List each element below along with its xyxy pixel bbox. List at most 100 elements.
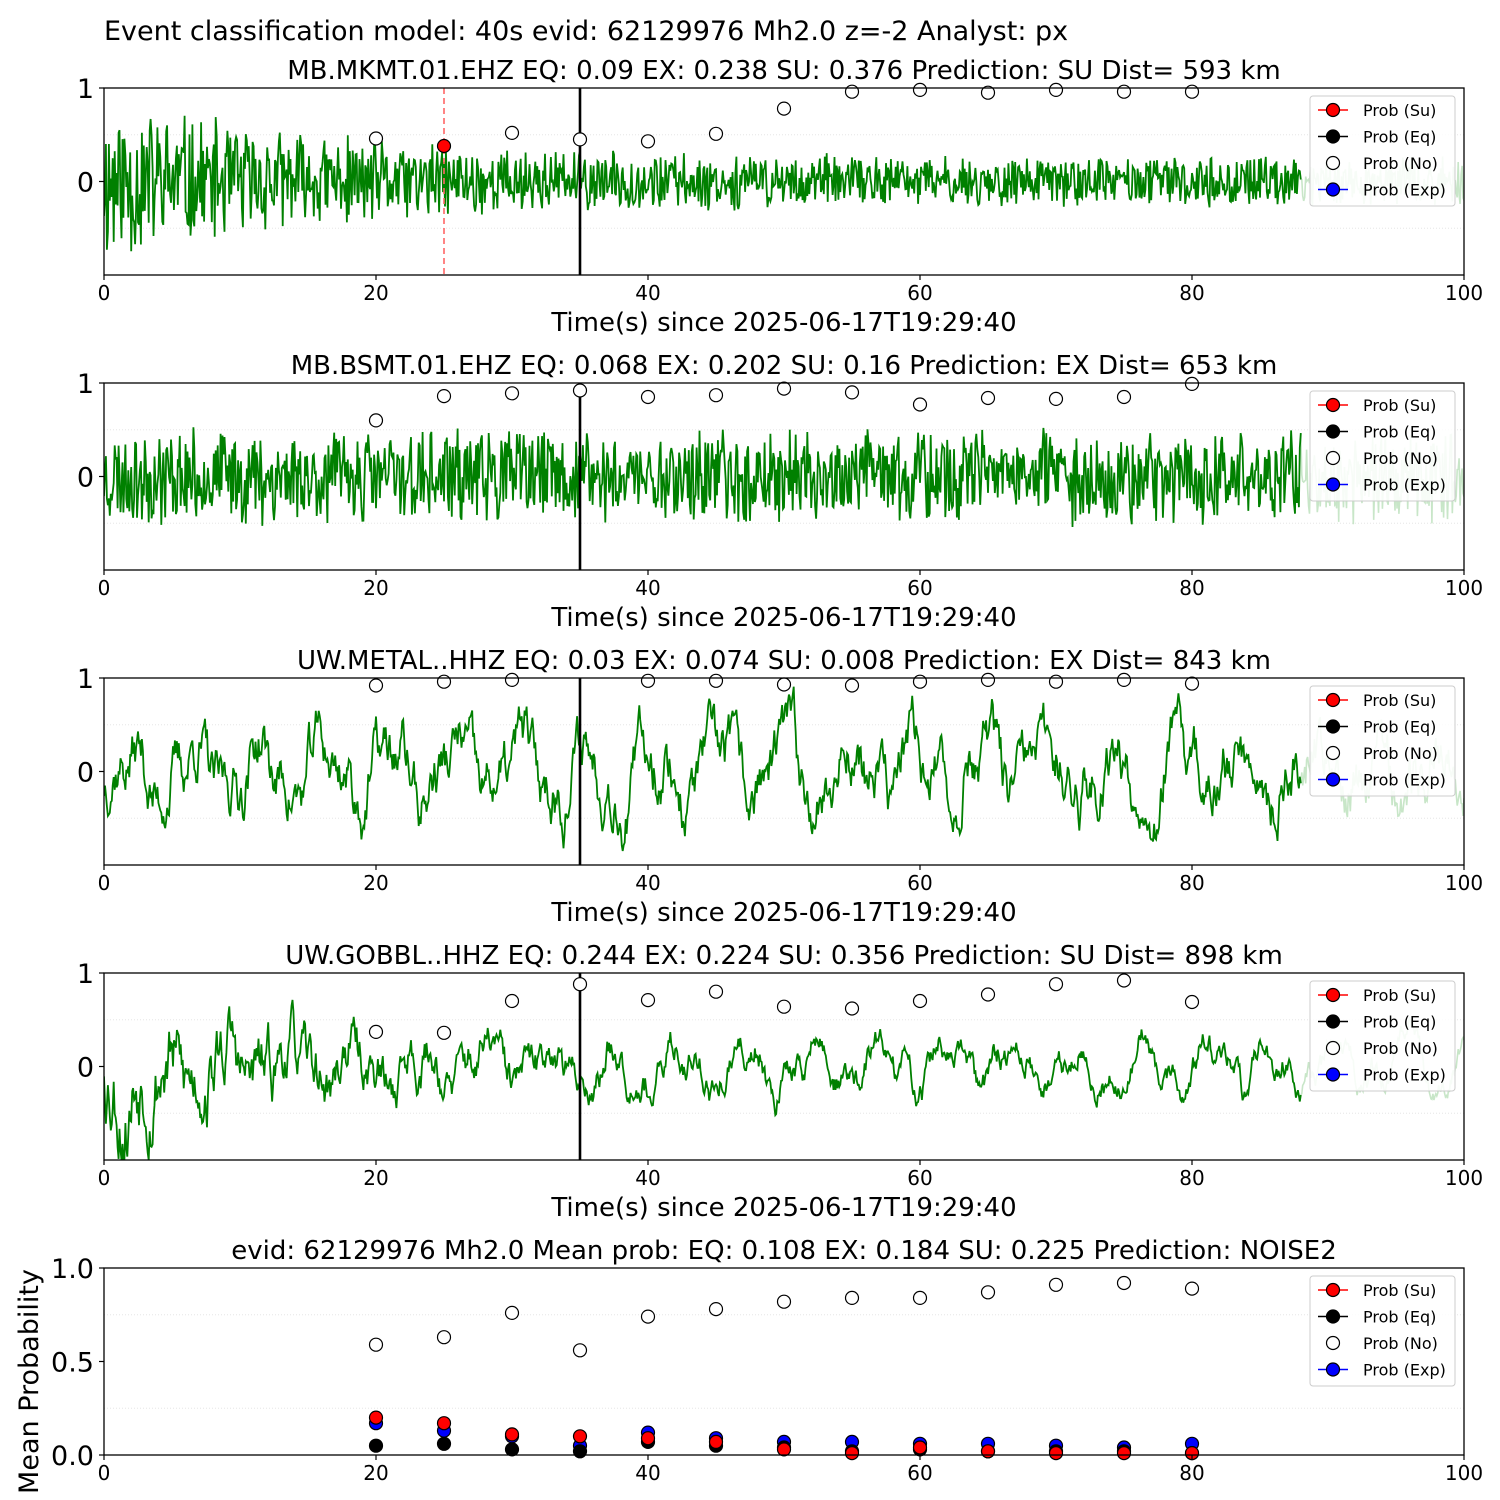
x-tick-label: 0 <box>98 1166 111 1190</box>
point-probno <box>1184 1281 1200 1296</box>
waveform <box>104 686 1302 852</box>
point-probno <box>640 992 656 1008</box>
panel-title: MB.MKMT.01.EHZ EQ: 0.09 EX: 0.238 SU: 0.… <box>287 56 1281 86</box>
point-probno <box>844 385 860 400</box>
point-probsu <box>436 1416 452 1431</box>
legend-label: Prob (Exp) <box>1363 1361 1446 1380</box>
x-tick-label: 80 <box>1179 1461 1204 1485</box>
point-probno <box>572 383 588 398</box>
point-probno <box>504 672 520 688</box>
x-axis-label: Time(s) since 2025-06-17T19:29:40 <box>550 1193 1016 1223</box>
point-probsu <box>776 1442 792 1457</box>
point-probno <box>776 677 792 692</box>
point-probno <box>776 1294 792 1309</box>
x-tick-label: 100 <box>1445 281 1483 305</box>
point-probno <box>504 125 520 140</box>
x-tick-label: 0 <box>98 281 111 305</box>
point-probno <box>368 1337 384 1352</box>
point-probeq <box>436 1436 452 1451</box>
point-probno <box>912 1290 928 1306</box>
panel-title: UW.METAL..HHZ EQ: 0.03 EX: 0.074 SU: 0.0… <box>297 646 1271 676</box>
point-probno <box>368 413 384 428</box>
y-tick-label: 0 <box>77 463 94 494</box>
x-axis-label: Time(s) since 2025-06-17T19:29:40 <box>550 898 1016 928</box>
legend-marker-probeq <box>1325 1014 1341 1029</box>
legend-marker-probexp <box>1325 1362 1341 1377</box>
legend: Prob (Su) Prob (Eq) Prob (No) Prob (Exp) <box>1309 980 1456 1092</box>
panel-title: UW.GOBBL..HHZ EQ: 0.244 EX: 0.224 SU: 0.… <box>285 941 1283 971</box>
legend-marker-probeq <box>1325 129 1341 144</box>
panel-4: UW.GOBBL..HHZ EQ: 0.244 EX: 0.224 SU: 0.… <box>77 941 1483 1223</box>
point-probsu <box>980 1444 996 1459</box>
legend-label: Prob (Eq) <box>1363 423 1436 442</box>
point-probno <box>1184 376 1200 391</box>
x-tick-label: 20 <box>363 576 388 600</box>
legend-label: Prob (Eq) <box>1363 718 1436 737</box>
x-tick-label: 40 <box>635 1461 660 1485</box>
x-tick-label: 60 <box>907 1461 932 1485</box>
x-tick-label: 40 <box>635 576 660 600</box>
plot-area <box>104 383 1464 570</box>
x-tick-label: 20 <box>363 1166 388 1190</box>
legend: Prob (Su) Prob (Eq) Prob (No) Prob (Exp) <box>1309 1275 1456 1387</box>
point-probno <box>844 1290 860 1306</box>
legend-label: Prob (Su) <box>1363 986 1436 1005</box>
legend-box <box>1309 390 1456 502</box>
point-probsu <box>368 1410 384 1425</box>
point-probsu <box>1116 1445 1132 1461</box>
x-tick-label: 20 <box>363 1461 388 1485</box>
legend-label: Prob (No) <box>1363 154 1438 173</box>
point-probno <box>436 389 452 404</box>
legend-marker-probexp <box>1325 1067 1341 1082</box>
legend-marker-probeq <box>1325 719 1341 734</box>
point-probno <box>980 987 996 1002</box>
point-probno <box>912 674 928 689</box>
point-probeq <box>368 1438 384 1453</box>
legend-marker-probsu <box>1325 102 1341 118</box>
panel-title: MB.BSMT.01.EHZ EQ: 0.068 EX: 0.202 SU: 0… <box>291 351 1278 381</box>
x-tick-label: 40 <box>635 871 660 895</box>
point-probsu <box>1048 1445 1064 1461</box>
point-probno <box>572 132 588 147</box>
plot-area <box>104 678 1464 865</box>
point-probno <box>1184 84 1200 99</box>
legend-marker-probexp <box>1325 477 1341 492</box>
legend-marker-probno <box>1325 155 1341 171</box>
point-probno <box>640 389 656 405</box>
y-axis-label: Mean Probability <box>14 1269 45 1494</box>
legend-label: Prob (Exp) <box>1363 771 1446 790</box>
x-tick-label: 80 <box>1179 576 1204 600</box>
legend-box <box>1309 1275 1456 1387</box>
point-probeq <box>572 1444 588 1459</box>
point-probno <box>368 131 384 146</box>
point-probno <box>504 1305 520 1321</box>
point-probno <box>1116 84 1132 99</box>
legend-label: Prob (Exp) <box>1363 1066 1446 1085</box>
legend-marker-probno <box>1325 745 1341 761</box>
point-probsu <box>844 1445 860 1461</box>
point-probno <box>708 984 724 999</box>
point-probno <box>1048 977 1064 992</box>
point-probno <box>640 134 656 149</box>
x-tick-label: 100 <box>1445 576 1483 600</box>
legend-marker-probeq <box>1325 1309 1341 1324</box>
legend-label: Prob (Eq) <box>1363 1013 1436 1032</box>
legend-label: Prob (No) <box>1363 1039 1438 1058</box>
point-probsu <box>912 1440 928 1455</box>
point-probno <box>844 1001 860 1016</box>
point-probno <box>708 388 724 403</box>
legend-marker-probsu <box>1325 987 1341 1003</box>
legend-marker-probsu <box>1325 692 1341 708</box>
x-tick-label: 40 <box>635 1166 660 1190</box>
x-tick-label: 60 <box>907 576 932 600</box>
point-probno <box>708 126 724 141</box>
waveform <box>104 999 1302 1160</box>
point-probno <box>776 101 792 116</box>
legend-marker-probno <box>1325 450 1341 466</box>
panel-5: evid: 62129976 Mh2.0 Mean prob: EQ: 0.10… <box>14 1236 1483 1494</box>
legend-label: Prob (Exp) <box>1363 476 1446 495</box>
point-probno <box>368 678 384 693</box>
point-probno <box>1048 1277 1064 1292</box>
y-tick-label: 0.0 <box>51 1441 94 1472</box>
legend-label: Prob (Su) <box>1363 691 1436 710</box>
